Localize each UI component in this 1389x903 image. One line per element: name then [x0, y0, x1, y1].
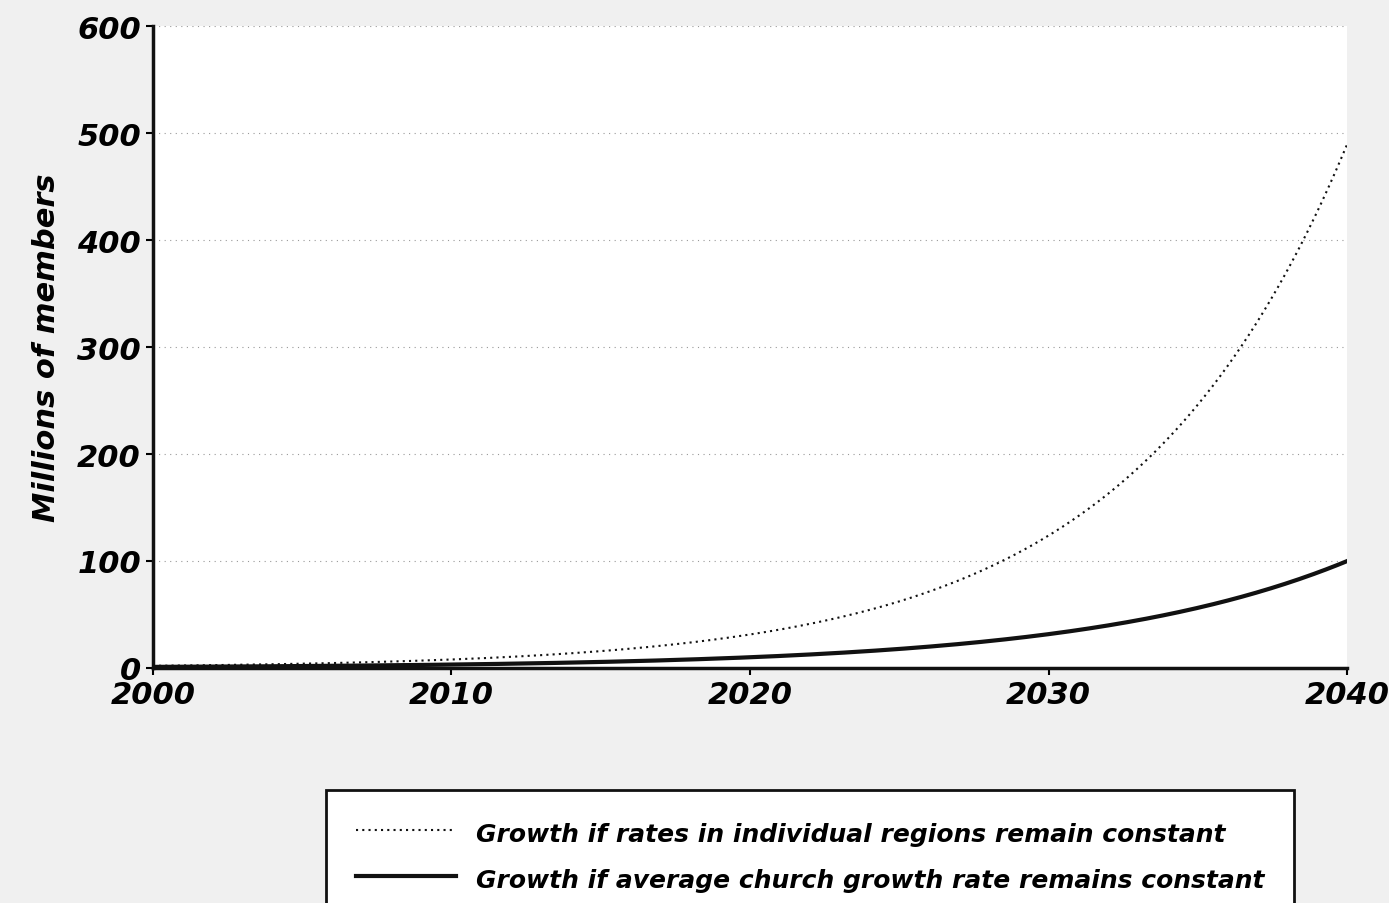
Y-axis label: Millions of members: Millions of members [32, 173, 61, 522]
Legend: Growth if rates in individual regions remain constant, Growth if average church : Growth if rates in individual regions re… [325, 790, 1295, 903]
